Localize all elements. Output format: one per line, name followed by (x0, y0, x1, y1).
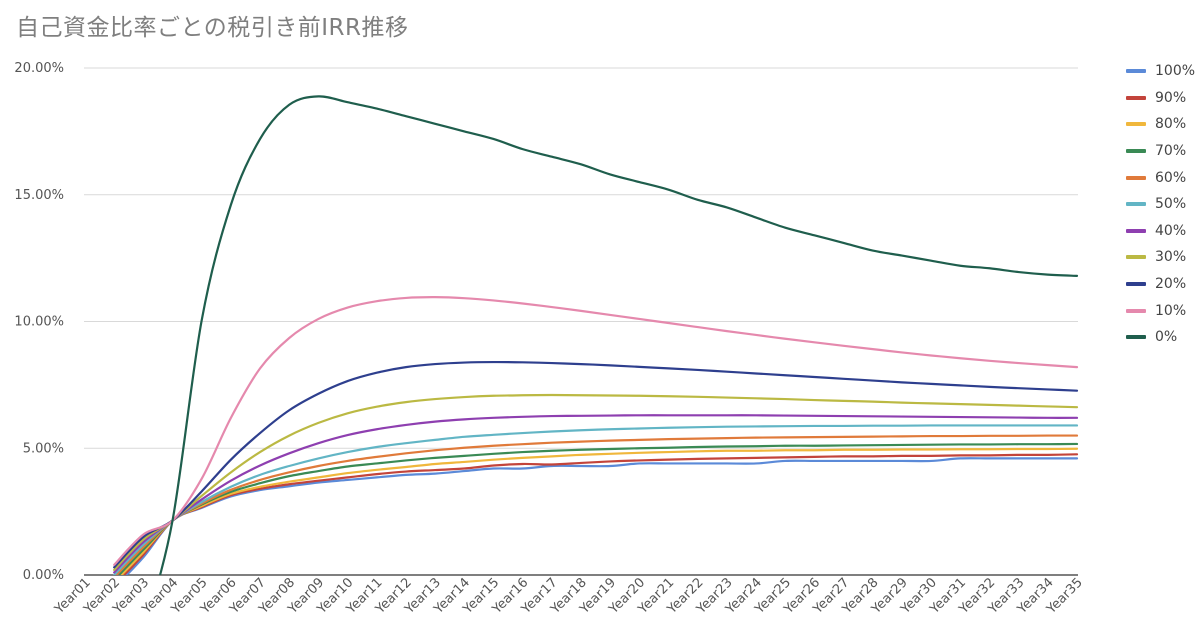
legend-label: 20% (1155, 276, 1187, 293)
series-line-30pct (113, 393, 1079, 572)
y-tick-label: 15.00% (14, 188, 64, 203)
legend-swatch (1126, 122, 1146, 127)
legend-label: 10% (1155, 302, 1187, 319)
series-line-70pct (117, 442, 1079, 575)
legend-swatch (1126, 69, 1146, 74)
legend-swatch (1126, 282, 1146, 287)
legend-item[interactable]: 40% (1126, 218, 1195, 245)
plot-area (113, 95, 1079, 575)
legend-label: 100% (1155, 63, 1196, 80)
legend-label: 0% (1155, 329, 1178, 346)
legend-label: 60% (1155, 169, 1187, 186)
series-line-40pct (113, 414, 1079, 574)
legend-item[interactable]: 0% (1126, 324, 1195, 351)
legend-item[interactable]: 100% (1126, 58, 1195, 85)
legend-item[interactable]: 80% (1126, 111, 1195, 138)
legend-label: 40% (1155, 222, 1187, 239)
series-line-50pct (113, 424, 1079, 575)
legend-label: 30% (1155, 249, 1187, 266)
series-line-60pct (115, 434, 1079, 575)
series-line-90pct (122, 453, 1079, 575)
series-line-100pct (125, 457, 1079, 575)
series-line-0pct (158, 95, 1079, 575)
legend: 100% 90% 80% 70% 60% 50% 40% 30% 20% 10% 0% (1126, 58, 1195, 351)
y-axis: 0.00% 5.00% 10.00% 15.00% 20.00% (14, 61, 64, 583)
legend-swatch (1126, 202, 1146, 207)
legend-swatch (1126, 95, 1146, 100)
legend-swatch (1126, 228, 1146, 233)
x-axis: Year01Year02Year03Year04Year05Year06Year… (51, 575, 1085, 617)
legend-item[interactable]: 70% (1126, 138, 1195, 165)
gridlines (84, 67, 1078, 576)
legend-item[interactable]: 90% (1126, 85, 1195, 112)
chart-title: 自己資金比率ごとの税引き前IRR推移 (16, 15, 409, 41)
legend-swatch (1126, 175, 1146, 180)
legend-item[interactable]: 30% (1126, 244, 1195, 271)
legend-label: 90% (1155, 89, 1187, 106)
y-tick-label: 10.00% (14, 315, 64, 330)
y-tick-label: 0.00% (23, 568, 64, 583)
legend-swatch (1126, 308, 1146, 313)
legend-label: 80% (1155, 116, 1187, 133)
y-tick-label: 20.00% (14, 61, 64, 76)
legend-swatch (1126, 255, 1146, 260)
series-line-80pct (119, 447, 1079, 575)
legend-label: 70% (1155, 143, 1187, 160)
legend-item[interactable]: 60% (1126, 164, 1195, 191)
legend-swatch (1126, 335, 1146, 340)
series-line-20pct (113, 360, 1079, 569)
legend-item[interactable]: 10% (1126, 297, 1195, 324)
series-line-10pct (113, 296, 1079, 566)
legend-item[interactable]: 50% (1126, 191, 1195, 218)
y-tick-label: 5.00% (23, 441, 64, 456)
legend-item[interactable]: 20% (1126, 271, 1195, 298)
legend-swatch (1126, 149, 1146, 154)
legend-label: 50% (1155, 196, 1187, 213)
